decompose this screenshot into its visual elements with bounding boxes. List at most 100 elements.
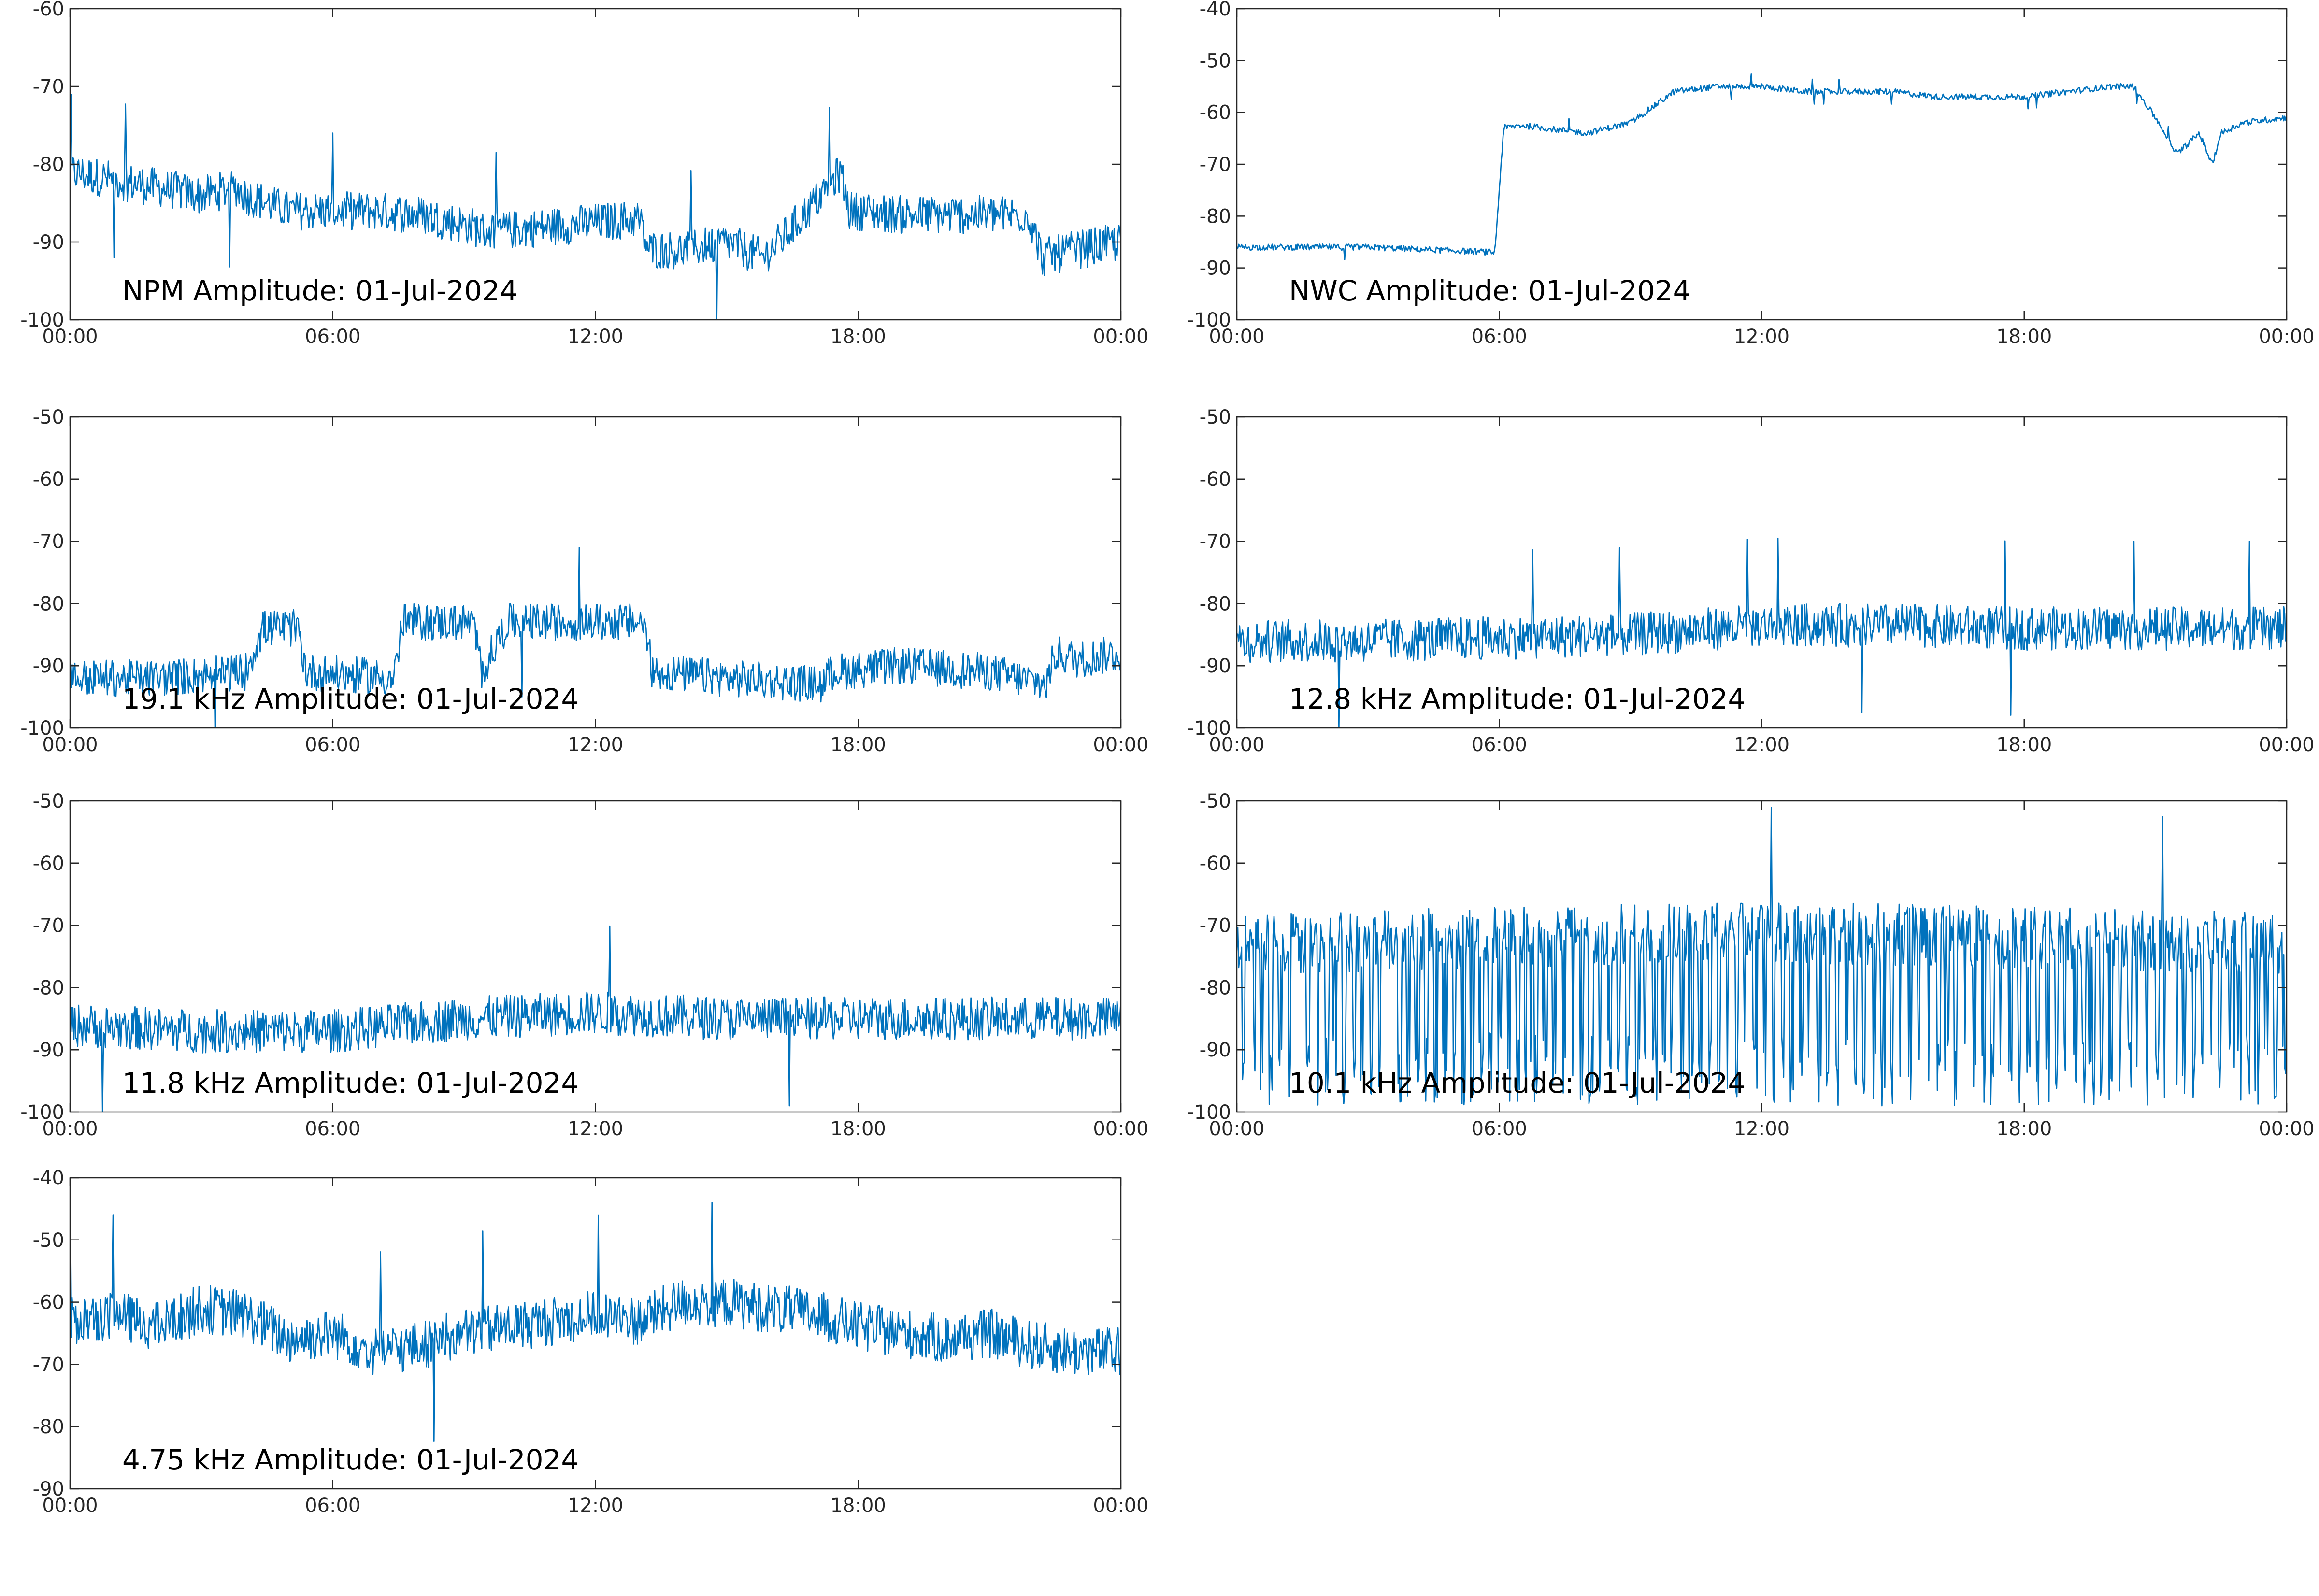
x-tick-label: 12:00 <box>1734 734 1789 756</box>
x-tick-label: 18:00 <box>830 326 886 348</box>
x-tick-label: 18:00 <box>830 734 886 756</box>
y-tick-label: -80 <box>33 1416 64 1438</box>
x-tick-label: 00:00 <box>1209 734 1264 756</box>
x-tick-label: 00:00 <box>42 1495 98 1517</box>
y-tick-label: -100 <box>1187 717 1231 740</box>
chart-title: 19.1 kHz Amplitude: 01-Jul-2024 <box>122 683 579 715</box>
y-tick-label: -70 <box>33 76 64 98</box>
chart-title: NPM Amplitude: 01-Jul-2024 <box>122 274 518 307</box>
y-tick-label: -50 <box>1200 406 1231 428</box>
y-tick-label: -60 <box>33 853 64 875</box>
series-line <box>70 1202 1121 1442</box>
y-tick-label: -80 <box>33 154 64 176</box>
x-tick-label: 06:00 <box>305 734 360 756</box>
y-tick-label: -60 <box>33 469 64 491</box>
y-tick-label: -80 <box>1200 593 1231 615</box>
y-tick-label: -70 <box>33 531 64 553</box>
x-tick-label: 00:00 <box>42 1118 98 1140</box>
y-tick-label: -50 <box>1200 50 1231 72</box>
y-tick-label: -60 <box>1200 469 1231 491</box>
y-tick-label: -70 <box>1200 154 1231 176</box>
y-tick-label: -70 <box>1200 915 1231 937</box>
x-tick-label: 12:00 <box>568 1495 623 1517</box>
y-tick-label: -80 <box>1200 977 1231 999</box>
y-tick-label: -100 <box>20 717 64 740</box>
x-tick-label: 06:00 <box>305 1118 360 1140</box>
y-tick-label: -60 <box>1200 853 1231 875</box>
series-line <box>1237 73 2287 260</box>
y-tick-label: -40 <box>1200 0 1231 20</box>
x-tick-label: 00:00 <box>42 326 98 348</box>
x-tick-label: 18:00 <box>1996 326 2052 348</box>
x-tick-label: 00:00 <box>2259 1118 2314 1140</box>
y-tick-label: -60 <box>33 1292 64 1314</box>
x-tick-label: 00:00 <box>2259 326 2314 348</box>
series-line <box>1237 807 2287 1107</box>
x-tick-label: 00:00 <box>1093 326 1148 348</box>
y-tick-label: -90 <box>33 1039 64 1061</box>
y-tick-label: -50 <box>33 406 64 428</box>
y-tick-label: -50 <box>33 790 64 812</box>
x-tick-label: 18:00 <box>1996 734 2052 756</box>
y-tick-label: -70 <box>33 915 64 937</box>
y-tick-label: -100 <box>1187 1101 1231 1124</box>
chart-title: 4.75 kHz Amplitude: 01-Jul-2024 <box>122 1443 579 1476</box>
y-tick-label: -70 <box>33 1354 64 1376</box>
x-tick-label: 00:00 <box>1209 1118 1264 1140</box>
x-tick-label: 06:00 <box>1472 326 1527 348</box>
series-line <box>70 547 1121 728</box>
x-tick-label: 00:00 <box>42 734 98 756</box>
x-tick-label: 18:00 <box>1996 1118 2052 1140</box>
y-tick-label: -60 <box>33 0 64 20</box>
series-line <box>70 925 1121 1112</box>
x-tick-label: 12:00 <box>568 326 623 348</box>
x-tick-label: 06:00 <box>1472 734 1527 756</box>
x-tick-label: 12:00 <box>568 1118 623 1140</box>
y-tick-label: -90 <box>33 1478 64 1500</box>
y-tick-label: -90 <box>1200 655 1231 677</box>
series-line <box>1237 537 2287 728</box>
y-tick-label: -100 <box>1187 309 1231 331</box>
plot-frame <box>1236 416 2288 729</box>
x-tick-label: 00:00 <box>1093 1495 1148 1517</box>
plot-frame <box>1236 8 2288 321</box>
chart-title: 11.8 kHz Amplitude: 01-Jul-2024 <box>122 1067 579 1099</box>
x-tick-label: 06:00 <box>305 326 360 348</box>
x-tick-label: 00:00 <box>2259 734 2314 756</box>
chart-title: 12.8 kHz Amplitude: 01-Jul-2024 <box>1289 683 1746 715</box>
x-tick-label: 18:00 <box>830 1495 886 1517</box>
x-tick-label: 00:00 <box>1093 1118 1148 1140</box>
y-tick-label: -100 <box>20 309 64 331</box>
y-tick-label: -80 <box>1200 205 1231 228</box>
chart-title: NWC Amplitude: 01-Jul-2024 <box>1289 274 1690 307</box>
y-tick-label: -60 <box>1200 102 1231 124</box>
plot-frame <box>69 8 1122 321</box>
y-tick-label: -90 <box>1200 1039 1231 1061</box>
y-tick-label: -90 <box>1200 257 1231 280</box>
plot-frame <box>69 800 1122 1113</box>
x-tick-label: 18:00 <box>830 1118 886 1140</box>
y-tick-label: -100 <box>20 1101 64 1124</box>
x-tick-label: 06:00 <box>1472 1118 1527 1140</box>
y-tick-label: -50 <box>33 1229 64 1252</box>
y-tick-label: -80 <box>33 977 64 999</box>
y-tick-label: -80 <box>33 593 64 615</box>
y-tick-label: -70 <box>1200 531 1231 553</box>
plot-frame <box>69 416 1122 729</box>
x-tick-label: 12:00 <box>1734 1118 1789 1140</box>
y-tick-label: -90 <box>33 231 64 254</box>
x-tick-label: 12:00 <box>568 734 623 756</box>
series-line <box>70 94 1121 320</box>
x-tick-label: 12:00 <box>1734 326 1789 348</box>
chart-panel-2: -40 -50 -60 -70 -80 -90 -100 00:00 06:00 12:00 18:… <box>1187 0 2314 348</box>
x-tick-label: 00:00 <box>1093 734 1148 756</box>
x-tick-label: 06:00 <box>305 1495 360 1517</box>
